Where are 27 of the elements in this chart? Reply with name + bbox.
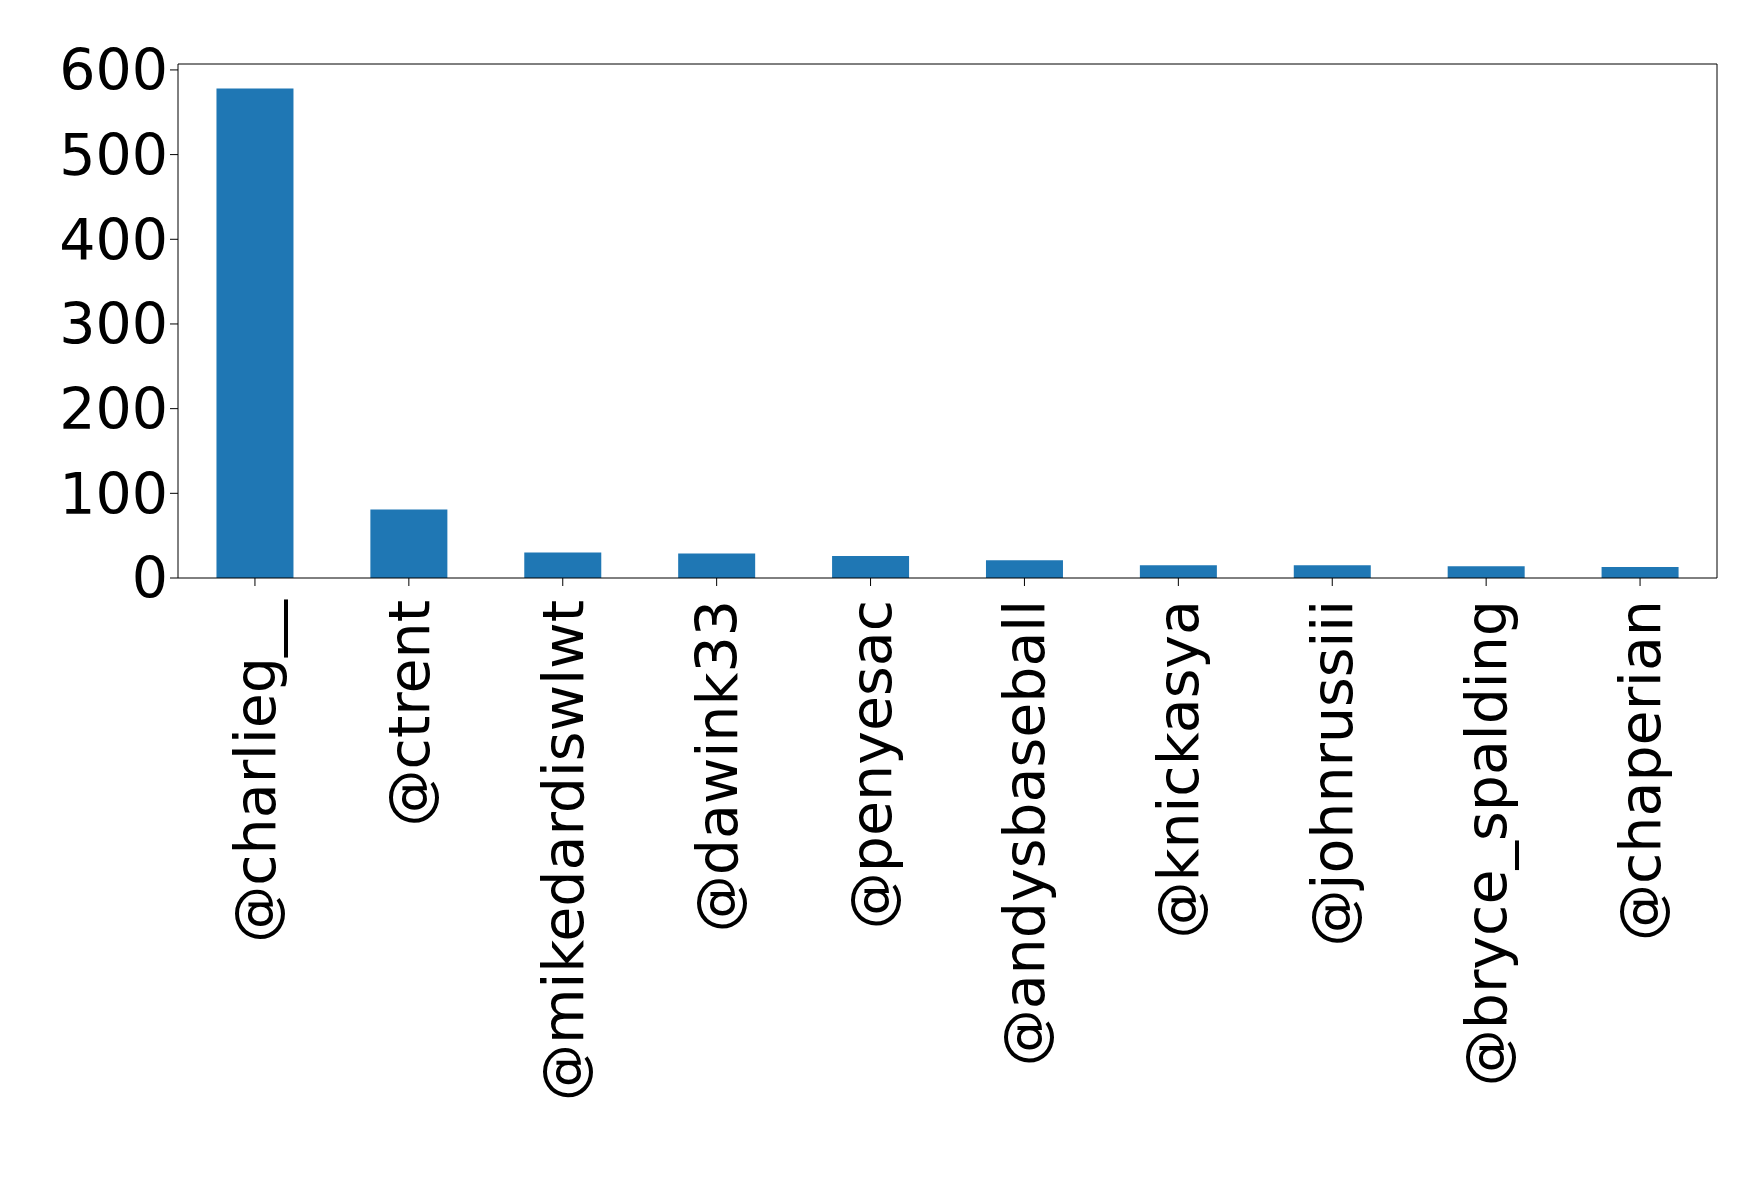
x-tick-label: @penyesac	[837, 600, 904, 930]
bar	[1293, 565, 1371, 578]
x-tick-label: @bryce_spalding	[1453, 600, 1520, 1087]
x-tick-label: @mikedardiswlwt	[529, 600, 596, 1102]
y-tick-label: 100	[59, 460, 168, 527]
x-tick-label: @chaperian	[1607, 600, 1674, 941]
y-tick-label: 500	[59, 121, 168, 188]
bar	[678, 553, 756, 578]
x-tick-label: @andysbaseball	[991, 600, 1058, 1067]
bar	[985, 560, 1063, 578]
y-tick-label: 600	[59, 37, 168, 104]
bar	[524, 552, 602, 578]
y-tick-label: 300	[59, 291, 168, 358]
bar	[370, 509, 448, 578]
y-tick-label: 0	[131, 545, 168, 612]
bar	[832, 555, 910, 578]
bar	[1601, 566, 1679, 578]
x-tick-label: @johnrussiii	[1299, 600, 1366, 947]
bar	[1139, 565, 1217, 578]
y-tick-label: 400	[59, 206, 168, 273]
x-tick-label: @knickasya	[1145, 600, 1212, 939]
x-tick-label: @dawink33	[683, 600, 750, 933]
y-tick-label: 200	[59, 375, 168, 442]
x-tick-label: @charlieg__	[221, 598, 288, 943]
bar	[1447, 566, 1525, 578]
bar	[216, 88, 294, 578]
x-tick-label: @ctrent	[375, 600, 442, 827]
